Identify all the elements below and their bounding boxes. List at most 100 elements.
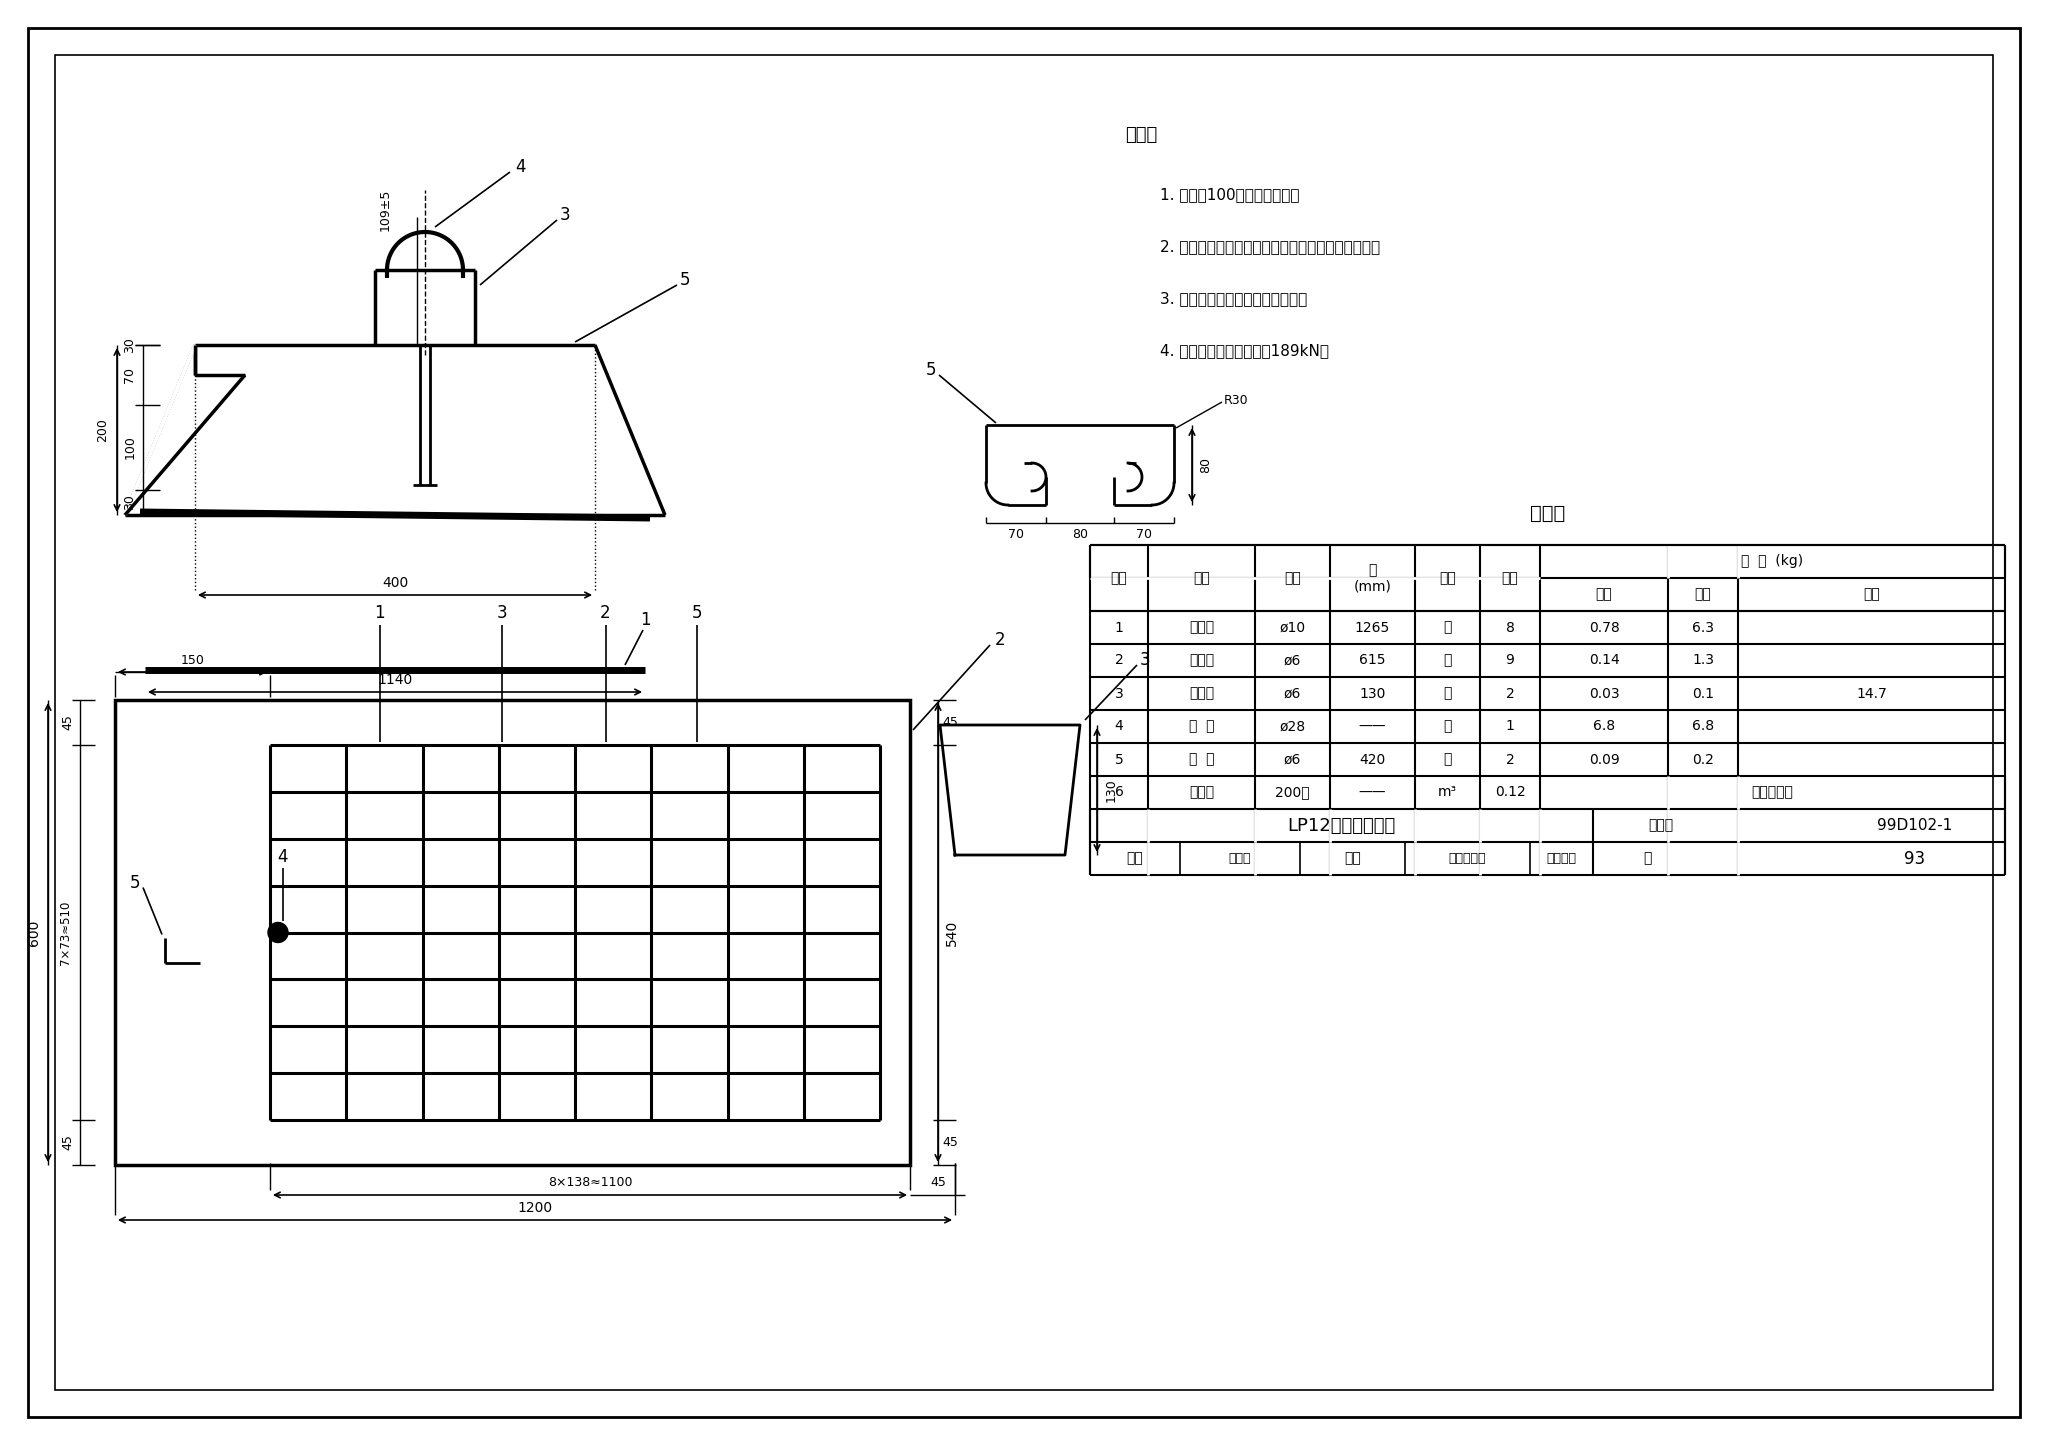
Text: 6: 6 bbox=[1114, 786, 1124, 799]
Text: 勘行り３: 勘行り３ bbox=[1546, 853, 1577, 866]
Text: ø10: ø10 bbox=[1280, 620, 1305, 634]
Text: 93: 93 bbox=[1905, 850, 1925, 867]
Text: 1: 1 bbox=[375, 604, 385, 621]
Text: 130: 130 bbox=[1104, 777, 1118, 802]
Text: 4. 拉线盘强度：极限拉力189kN。: 4. 拉线盘强度：极限拉力189kN。 bbox=[1159, 344, 1329, 358]
Text: 校对: 校对 bbox=[1343, 851, 1360, 866]
Text: 主钢筋: 主钢筋 bbox=[1190, 620, 1214, 634]
Text: 45: 45 bbox=[930, 1176, 946, 1189]
Text: 个: 个 bbox=[1444, 753, 1452, 766]
Text: 600: 600 bbox=[27, 919, 41, 945]
Text: 2. 在浇制混凝土以前，用铁丝将拉环与短钢筋扎牢。: 2. 在浇制混凝土以前，用铁丝将拉环与短钢筋扎牢。 bbox=[1159, 240, 1380, 254]
Text: 9: 9 bbox=[1505, 653, 1513, 668]
Text: 说明：: 说明： bbox=[1124, 126, 1157, 144]
Text: 109±5: 109±5 bbox=[379, 189, 391, 231]
Text: 数量: 数量 bbox=[1501, 571, 1518, 585]
Text: 0.78: 0.78 bbox=[1589, 620, 1620, 634]
Text: 1.3: 1.3 bbox=[1692, 653, 1714, 668]
Text: 99D102-1: 99D102-1 bbox=[1878, 818, 1952, 832]
Text: 615: 615 bbox=[1360, 653, 1386, 668]
Text: 序号: 序号 bbox=[1110, 571, 1126, 585]
Text: ø6: ø6 bbox=[1284, 653, 1300, 668]
Text: 200: 200 bbox=[96, 418, 109, 442]
Text: 7×73≈510: 7×73≈510 bbox=[59, 900, 72, 965]
Text: 5: 5 bbox=[926, 361, 936, 379]
Text: 2: 2 bbox=[1114, 653, 1124, 668]
Text: ø6: ø6 bbox=[1284, 753, 1300, 766]
Text: 5: 5 bbox=[680, 272, 690, 289]
Text: 5: 5 bbox=[692, 604, 702, 621]
Text: 1: 1 bbox=[1505, 720, 1513, 734]
Text: 4: 4 bbox=[1114, 720, 1124, 734]
Text: 审核: 审核 bbox=[1126, 851, 1143, 866]
Text: 根: 根 bbox=[1444, 686, 1452, 701]
Text: 3: 3 bbox=[559, 207, 569, 224]
Text: 6.8: 6.8 bbox=[1593, 720, 1616, 734]
Text: 混凝土: 混凝土 bbox=[1190, 786, 1214, 799]
Text: 420: 420 bbox=[1360, 753, 1386, 766]
Text: 8×138≈1100: 8×138≈1100 bbox=[547, 1176, 633, 1189]
Text: 45: 45 bbox=[61, 1134, 74, 1150]
Text: 8: 8 bbox=[1505, 620, 1513, 634]
Text: 4: 4 bbox=[279, 848, 289, 867]
Text: 规格: 规格 bbox=[1284, 571, 1300, 585]
Text: 0.09: 0.09 bbox=[1589, 753, 1620, 766]
Text: 80: 80 bbox=[1200, 457, 1212, 473]
Bar bbox=[115, 699, 909, 1165]
Text: 3. 吊环必须与主钢筋钩好后扎牢。: 3. 吊环必须与主钢筋钩好后扎牢。 bbox=[1159, 292, 1307, 306]
Text: m³: m³ bbox=[1438, 786, 1456, 799]
Text: 6.8: 6.8 bbox=[1692, 720, 1714, 734]
Text: 3: 3 bbox=[1139, 652, 1151, 669]
Text: ——: —— bbox=[1358, 720, 1386, 734]
Text: 付钢筋: 付钢筋 bbox=[1190, 653, 1214, 668]
Text: 1200: 1200 bbox=[518, 1201, 553, 1215]
Text: 小计: 小计 bbox=[1694, 588, 1712, 601]
Text: 张耀島: 张耀島 bbox=[1229, 853, 1251, 866]
Text: 1: 1 bbox=[639, 611, 651, 629]
Text: 根: 根 bbox=[1444, 620, 1452, 634]
Text: 质  量  (kg): 质 量 (kg) bbox=[1741, 555, 1804, 568]
Circle shape bbox=[268, 922, 289, 942]
Text: 根: 根 bbox=[1444, 653, 1452, 668]
Text: 70: 70 bbox=[1008, 527, 1024, 540]
Text: 5: 5 bbox=[1114, 753, 1124, 766]
Text: 1265: 1265 bbox=[1356, 620, 1391, 634]
Text: 45: 45 bbox=[61, 715, 74, 730]
Text: 30: 30 bbox=[123, 337, 137, 353]
Text: 名称: 名称 bbox=[1194, 571, 1210, 585]
Text: 70: 70 bbox=[123, 367, 137, 383]
Text: ——: —— bbox=[1358, 786, 1386, 799]
Text: 2: 2 bbox=[1505, 686, 1513, 701]
Text: 0.12: 0.12 bbox=[1495, 786, 1526, 799]
Text: 0.14: 0.14 bbox=[1589, 653, 1620, 668]
Text: 1. 拉环见100页拉环制造图。: 1. 拉环见100页拉环制造图。 bbox=[1159, 188, 1300, 202]
Text: 留汇化设计: 留汇化设计 bbox=[1448, 853, 1487, 866]
Text: 14.7: 14.7 bbox=[1855, 686, 1886, 701]
Text: R30: R30 bbox=[1225, 393, 1249, 406]
Text: 6.3: 6.3 bbox=[1692, 620, 1714, 634]
Text: 部件总质量: 部件总质量 bbox=[1751, 786, 1794, 799]
Text: 100: 100 bbox=[123, 435, 137, 460]
Text: 150: 150 bbox=[180, 653, 205, 666]
Text: 2: 2 bbox=[995, 631, 1006, 649]
Text: 拉  环: 拉 环 bbox=[1188, 720, 1214, 734]
Text: 材料表: 材料表 bbox=[1530, 503, 1565, 523]
Text: 4: 4 bbox=[514, 158, 524, 176]
Text: 2: 2 bbox=[600, 604, 610, 621]
Text: ø6: ø6 bbox=[1284, 686, 1300, 701]
Text: 合计: 合计 bbox=[1864, 588, 1880, 601]
Text: 45: 45 bbox=[942, 1136, 958, 1149]
Text: 5: 5 bbox=[129, 873, 139, 892]
Text: 3: 3 bbox=[1114, 686, 1124, 701]
Text: 2: 2 bbox=[1505, 753, 1513, 766]
Text: 45: 45 bbox=[942, 717, 958, 728]
Text: 0.2: 0.2 bbox=[1692, 753, 1714, 766]
Text: 单位: 单位 bbox=[1440, 571, 1456, 585]
Text: 页: 页 bbox=[1642, 851, 1651, 866]
Text: 30: 30 bbox=[123, 494, 137, 510]
Text: 短钢筋: 短钢筋 bbox=[1190, 686, 1214, 701]
Text: 0.1: 0.1 bbox=[1692, 686, 1714, 701]
Text: 吊  环: 吊 环 bbox=[1188, 753, 1214, 766]
Text: 长
(mm): 长 (mm) bbox=[1354, 564, 1391, 592]
Text: 图集号: 图集号 bbox=[1649, 818, 1673, 832]
